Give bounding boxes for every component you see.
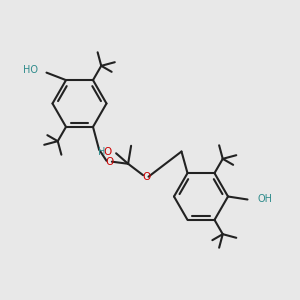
Text: O: O	[142, 172, 150, 182]
Text: HO: HO	[23, 64, 38, 75]
Text: OH: OH	[257, 194, 272, 205]
Text: O: O	[105, 157, 114, 167]
Text: O: O	[103, 147, 112, 157]
Text: H: H	[98, 147, 105, 158]
